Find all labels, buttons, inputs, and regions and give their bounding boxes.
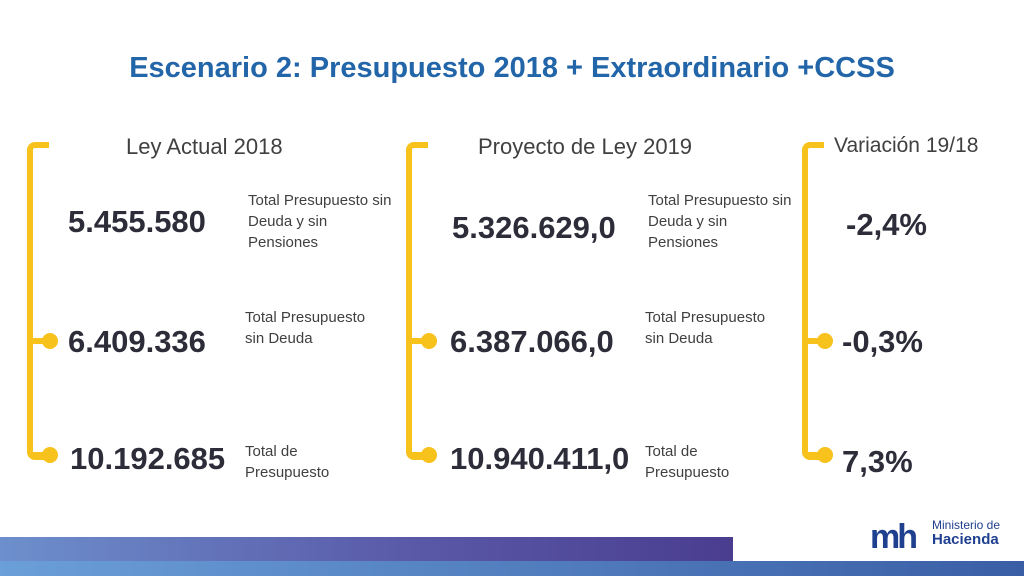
value-variacion-sin-deuda-pensiones: -2,4% <box>846 207 927 242</box>
bracket-stub <box>33 338 55 344</box>
value-variacion-total: 7,3% <box>842 444 913 479</box>
label-proyecto-sin-deuda-pensiones: Total Presupuesto sin Deuda y sin Pensio… <box>648 192 792 251</box>
ministerio-hacienda-logo: mh Ministerio de Hacienda <box>870 512 1005 556</box>
value-proyecto-sin-deuda-pensiones: 5.326.629,0 <box>452 210 616 245</box>
logo-line-1: Ministerio de <box>932 518 1001 532</box>
value-proyecto-sin-deuda: 6.387.066,0 <box>450 324 614 359</box>
label-proyecto-sin-deuda: Total Presupuesto sin Deuda <box>645 309 766 347</box>
footer-bottom-bar <box>0 561 1024 576</box>
slide-title: Escenario 2: Presupuesto 2018 + Extraord… <box>129 52 895 84</box>
bracket-proyecto <box>406 142 428 460</box>
label-proyecto-total: Total de Presupuesto <box>645 443 730 481</box>
column-heading-variacion: Variación 19/18 <box>834 134 979 157</box>
value-variacion-sin-deuda: -0,3% <box>842 324 923 359</box>
bracket-stub <box>412 452 434 458</box>
bracket-ley-actual <box>27 142 49 460</box>
value-ley-actual-sin-deuda: 6.409.336 <box>68 324 206 359</box>
label-ley-actual-total: Total de Presupuesto <box>245 443 330 481</box>
value-ley-actual-sin-deuda-pensiones: 5.455.580 <box>68 204 206 239</box>
value-proyecto-total: 10.940.411,0 <box>450 441 630 476</box>
label-ley-actual-sin-deuda-pensiones: Total Presupuesto sin Deuda y sin Pensio… <box>248 192 392 251</box>
bracket-stub <box>33 452 55 458</box>
label-ley-actual-sin-deuda: Total Presupuesto sin Deuda <box>245 309 366 347</box>
bracket-stub <box>412 338 434 344</box>
bracket-variacion <box>802 142 824 460</box>
value-ley-actual-total: 10.192.685 <box>70 441 226 476</box>
bracket-stub <box>808 338 830 344</box>
logo-mark: mh <box>870 518 918 556</box>
bracket-stub <box>808 452 830 458</box>
logo-line-2: Hacienda <box>932 531 999 548</box>
column-heading-ley-actual: Ley Actual 2018 <box>126 134 283 159</box>
column-heading-proyecto: Proyecto de Ley 2019 <box>478 134 693 159</box>
footer-accent-bar <box>0 537 733 561</box>
